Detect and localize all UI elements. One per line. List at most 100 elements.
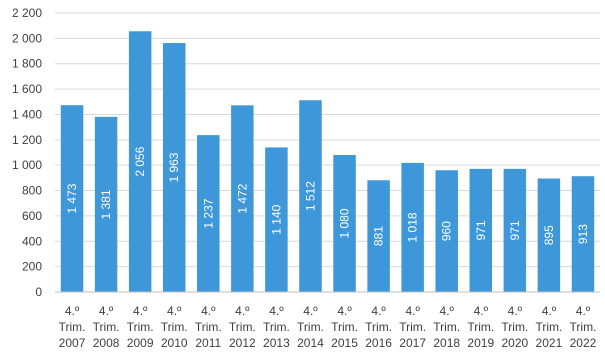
data-label: 1 140 (269, 204, 283, 234)
x-tick-label: 4.º Trim. 2011 (195, 304, 222, 350)
x-tick-label-line: Trim. (467, 320, 494, 334)
x-tick-label-line: 4.º (201, 304, 216, 318)
x-tick-label-line: 2013 (263, 336, 290, 350)
bar (197, 135, 220, 292)
bars (60, 31, 595, 293)
x-tick-label-line: Trim. (229, 320, 256, 334)
bar (299, 100, 322, 292)
bar (162, 43, 186, 292)
data-label: 895 (542, 225, 556, 245)
x-tick-label-line: Trim. (59, 320, 86, 334)
x-tick-label-line: 4.º (167, 304, 182, 318)
x-tick-label-line: Trim. (535, 320, 562, 334)
x-tick-label: 4.º Trim. 2018 (433, 304, 460, 350)
x-tick-label-line: 4.º (440, 304, 455, 318)
y-tick-label: 1 800 (12, 57, 42, 71)
data-label: 1 018 (406, 212, 420, 242)
bar (367, 180, 390, 292)
y-axis-tick-labels: 0 200 400 600 800 1 000 1 200 1 400 1 600 1 800 2 … (12, 6, 42, 299)
x-tick-label-line: 2017 (399, 336, 426, 350)
x-tick-label-line: 2007 (59, 336, 86, 350)
bar (128, 31, 152, 293)
x-tick-label-line: 2020 (501, 336, 528, 350)
x-tick-label-line: Trim. (161, 320, 188, 334)
data-label: 1 472 (235, 183, 249, 213)
data-label: 971 (508, 220, 522, 240)
x-axis-tick-labels: 4.º Trim. 2007 4.º Trim. 2008 4.º Trim. 2009 4.º T… (59, 304, 597, 350)
bar (435, 170, 458, 292)
x-tick-label-line: Trim. (365, 320, 392, 334)
y-tick-label: 1 200 (12, 133, 42, 147)
data-label: 881 (372, 226, 386, 246)
bar (571, 176, 595, 292)
x-tick-label: 4.º Trim. 2009 (127, 304, 154, 350)
x-tick-label-line: Trim. (331, 320, 358, 334)
data-label: 1 381 (99, 189, 113, 219)
x-tick-label-line: 4.º (269, 304, 284, 318)
x-tick-label-line: 2010 (161, 336, 188, 350)
x-tick-label-line: 2016 (365, 336, 392, 350)
x-tick-label-line: 4.º (508, 304, 523, 318)
x-tick-label: 4.º Trim. 2021 (535, 304, 562, 350)
y-tick-label: 600 (22, 209, 42, 223)
x-tick-label-line: Trim. (501, 320, 528, 334)
x-tick-label-line: Trim. (263, 320, 290, 334)
y-tick-label: 800 (22, 184, 42, 198)
bar (333, 155, 356, 292)
x-tick-label: 4.º Trim. 2007 (59, 304, 86, 350)
bar (537, 178, 561, 292)
bar (94, 116, 118, 292)
x-tick-label-line: 4.º (65, 304, 80, 318)
x-tick-label-line: 2009 (127, 336, 154, 350)
x-tick-label-line: Trim. (297, 320, 324, 334)
x-tick-label: 4.º Trim. 2016 (365, 304, 392, 350)
bar (401, 162, 424, 292)
data-label: 1 963 (167, 152, 181, 182)
x-tick-label-line: 4.º (405, 304, 420, 318)
x-tick-label-line: 4.º (576, 304, 591, 318)
x-tick-label: 4.º Trim. 2010 (161, 304, 188, 350)
y-tick-label: 1 600 (12, 82, 42, 96)
x-tick-label-line: Trim. (399, 320, 426, 334)
y-tick-label: 0 (35, 285, 42, 299)
x-tick-label: 4.º Trim. 2013 (263, 304, 290, 350)
x-tick-label: 4.º Trim. 2020 (501, 304, 528, 350)
y-tick-label: 400 (22, 234, 42, 248)
x-tick-label-line: 4.º (303, 304, 318, 318)
bar (469, 168, 493, 292)
y-tick-label: 2 200 (12, 6, 42, 20)
x-tick-label-line: 2021 (536, 336, 563, 350)
x-tick-label-line: 4.º (337, 304, 352, 318)
bar (60, 105, 84, 293)
bar (265, 147, 288, 292)
x-tick-label-line: Trim. (93, 320, 120, 334)
y-tick-label: 200 (22, 260, 42, 274)
x-tick-label-line: 4.º (474, 304, 489, 318)
data-label: 1 512 (303, 181, 317, 211)
x-tick-label-line: Trim. (195, 320, 222, 334)
x-tick-label-line: 2014 (297, 336, 324, 350)
x-tick-label-line: 2008 (93, 336, 120, 350)
x-tick-label: 4.º Trim. 2022 (570, 304, 597, 350)
data-label: 2 056 (133, 146, 147, 176)
x-tick-label-line: 4.º (99, 304, 114, 318)
x-tick-label-line: 2011 (195, 336, 221, 350)
x-tick-label: 4.º Trim. 2008 (93, 304, 120, 350)
x-tick-label-line: 4.º (371, 304, 386, 318)
data-label: 971 (474, 220, 488, 240)
x-tick-label: 4.º Trim. 2019 (467, 304, 494, 350)
bar (503, 168, 527, 292)
bar (231, 105, 254, 292)
data-label: 1 080 (338, 208, 352, 238)
x-tick-label-line: 2019 (467, 336, 494, 350)
x-tick-label-line: 4.º (133, 304, 148, 318)
data-label: 913 (576, 224, 590, 244)
x-tick-label-line: 2012 (229, 336, 256, 350)
data-label: 1 473 (65, 183, 79, 213)
x-tick-label: 4.º Trim. 2017 (399, 304, 426, 350)
x-tick-label-line: Trim. (127, 320, 154, 334)
y-tick-label: 2 000 (12, 31, 42, 45)
x-tick-label: 4.º Trim. 2014 (297, 304, 324, 350)
x-tick-label: 4.º Trim. 2012 (229, 304, 256, 350)
